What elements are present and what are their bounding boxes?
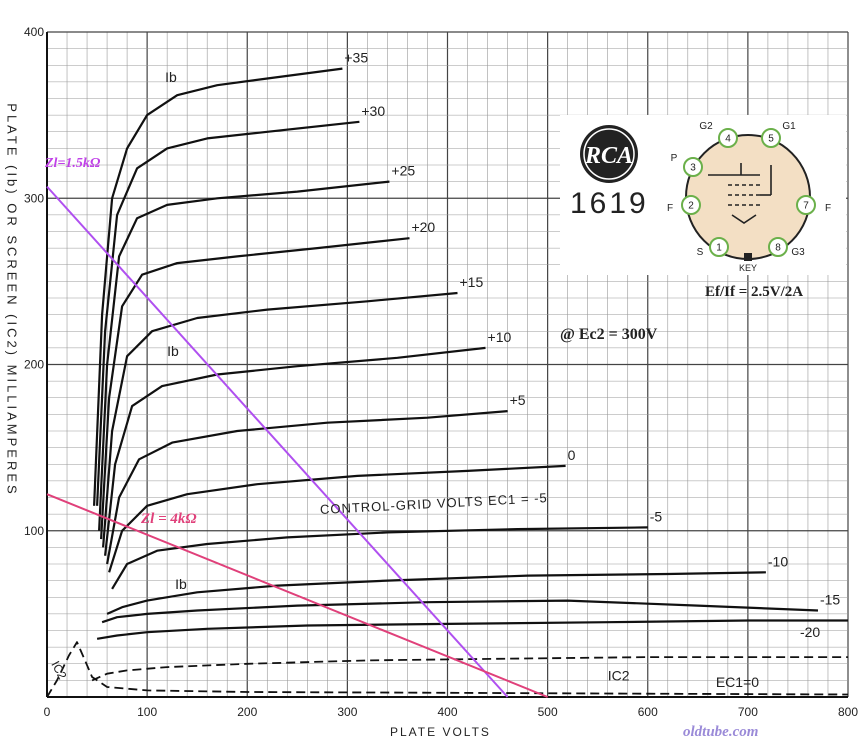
curve-IC2 [46, 641, 849, 698]
pin-4 [718, 128, 738, 148]
pin-number: 1 [716, 243, 722, 254]
pin-7 [796, 195, 816, 215]
curve--20 [96, 619, 848, 640]
axes [46, 32, 848, 698]
ib-label: Ib [165, 69, 177, 85]
curve-label--5: -5 [650, 508, 663, 524]
pin-number: 4 [725, 134, 731, 145]
screen-voltage-note: @ Ec2 = 300V [560, 326, 658, 343]
x-axis-label: PLATE VOLTS [390, 725, 491, 739]
curve-label--20: -20 [800, 624, 820, 640]
pin-label: G2 [699, 121, 713, 132]
tube-inset: RCA 1619 1 S 2 F 3 P 4 G2 5 G1 7 F 8 G3 KEY [560, 115, 846, 275]
curve-labels: +35 +30 +25 +20 +15 +10 +5 0 -5 -10 -15-20 IC2 EC1=0… [48, 50, 840, 690]
curve--25 [98, 180, 390, 531]
pin-label: F [667, 203, 673, 214]
curve--10 [104, 346, 486, 556]
x-tick-label: 800 [838, 705, 858, 719]
pin-number: 2 [688, 201, 694, 212]
curve--20 [100, 237, 410, 540]
curve-label--30: +30 [361, 103, 385, 119]
pin-8 [768, 237, 788, 257]
y-axis-label-wrap: PLATE (Ib) OR SCREEN (IC2) MILLIAMPERES [0, 0, 24, 749]
pin-label: G3 [791, 247, 805, 258]
svg-text:KEY: KEY [739, 263, 757, 273]
curve--15 [102, 291, 458, 548]
curve-label--15: -15 [820, 592, 840, 608]
curve-label--5: +5 [510, 392, 526, 408]
rca-logo: RCA [580, 125, 638, 183]
load-line [46, 493, 549, 698]
curve--15 [101, 599, 819, 624]
curve--5 [111, 526, 648, 590]
curve--35 [93, 67, 343, 506]
curve-label--35: +35 [344, 50, 368, 66]
pin-label: S [697, 247, 704, 258]
load-lines [46, 185, 549, 698]
ib-label: Ib [175, 576, 187, 592]
ic2-axis-label: IC2 [48, 659, 69, 682]
y-tick-label: 300 [24, 191, 44, 205]
electrode-symbol [708, 163, 772, 224]
y-tick-label: 400 [24, 25, 44, 39]
curve--10 [106, 571, 766, 615]
pin-5 [761, 128, 781, 148]
curve-label--10: -10 [768, 553, 788, 569]
y-axis-label: PLATE (Ib) OR SCREEN (IC2) MILLIAMPERES [4, 103, 20, 497]
load-line [46, 185, 509, 698]
watermark: oldtube.com [683, 724, 759, 740]
x-tick-label: 400 [437, 705, 457, 719]
x-tick-label: 100 [137, 705, 157, 719]
tube-number: 1619 [570, 187, 649, 220]
load-line-label-4k: Zl = 4kΩ [141, 511, 197, 527]
load-line-label-1k5: Zl=1.5kΩ [45, 156, 101, 171]
curve--30 [96, 120, 360, 506]
x-tick-label: 200 [237, 705, 257, 719]
ib-label: Ib [167, 343, 179, 359]
curve-label--10: +10 [488, 329, 512, 345]
curve-label--20: +20 [411, 219, 435, 235]
svg-text:RCA: RCA [584, 143, 633, 169]
pin-label: P [671, 153, 678, 164]
pin-number: 3 [690, 163, 696, 174]
curve-label-IC2: IC2 [608, 667, 630, 683]
pin-3 [683, 157, 703, 177]
x-tick-label: 500 [538, 705, 558, 719]
tick-labels: 0 100 200 300 400 500 600 700 800 100 200 300 400 [24, 25, 858, 719]
pin-2 [681, 195, 701, 215]
pin-label: F [825, 203, 831, 214]
curve-label-Ec1-0: EC1=0 [716, 674, 759, 690]
x-tick-label: 0 [44, 705, 51, 719]
curves [46, 67, 849, 698]
curve--5 [106, 410, 508, 565]
curve-label--25: +25 [391, 163, 415, 179]
curve-Ec1-0 [91, 656, 848, 682]
x-tick-label: 700 [738, 705, 758, 719]
pin-number: 7 [803, 201, 809, 212]
pin-1 [709, 237, 729, 257]
y-tick-label: 200 [24, 358, 44, 372]
pin-number: 8 [775, 243, 781, 254]
x-tick-label: 600 [638, 705, 658, 719]
curve-label-0: 0 [568, 447, 576, 463]
curve-label--15: +15 [460, 274, 484, 290]
heater-spec: Ef/If = 2.5V/2A [705, 284, 804, 300]
pin-number: 5 [768, 134, 774, 145]
pin-label: G1 [782, 121, 796, 132]
y-tick-label: 100 [24, 524, 44, 538]
tube-base-diagram: 1 S 2 F 3 P 4 G2 5 G1 7 F 8 G3 KEY [667, 121, 831, 273]
x-tick-label: 300 [337, 705, 357, 719]
